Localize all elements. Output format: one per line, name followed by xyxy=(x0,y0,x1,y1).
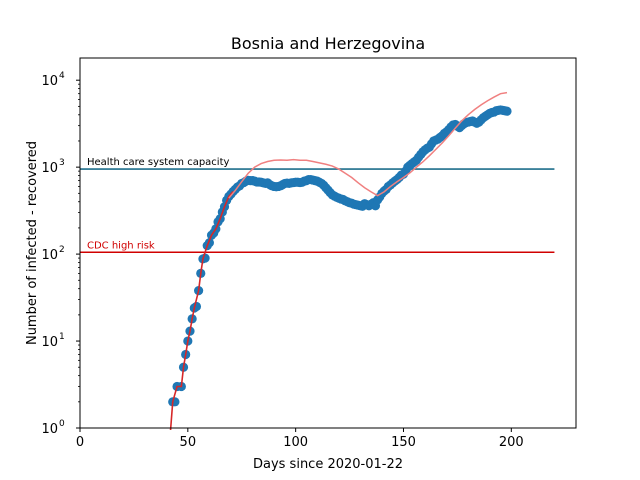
scatter-series xyxy=(168,105,512,407)
y-tick-label-0: 10 xyxy=(41,422,58,437)
x-tick-label-2: 100 xyxy=(283,435,308,450)
plot-frame xyxy=(79,57,577,429)
y-tick-label-4: 10 xyxy=(41,74,58,89)
x-axis-ticks: 0 50 100 150 200 xyxy=(76,428,524,450)
y-tick-label-1: 10 xyxy=(41,335,58,350)
reference-line-label-0: Health care system capacity xyxy=(87,157,229,168)
reference-lines: Health care system capacity CDC high risk xyxy=(80,157,555,254)
y-tick-label-3: 10 xyxy=(41,161,58,176)
y-tick-exponent-0: 0 xyxy=(59,419,65,429)
chart-title: Bosnia and Herzegovina xyxy=(231,34,425,53)
y-axis-label: Number of infected - recovered xyxy=(25,141,40,345)
series-layer xyxy=(168,91,512,431)
y-tick-label-2: 10 xyxy=(41,248,58,263)
x-axis-label: Days since 2020-01-22 xyxy=(253,457,403,472)
x-tick-label-0: 0 xyxy=(76,435,84,450)
series-line-1 xyxy=(169,190,234,431)
data-point-1 xyxy=(170,397,180,407)
reference-line-label-1: CDC high risk xyxy=(87,240,155,251)
x-tick-label-4: 200 xyxy=(499,435,524,450)
plot-area xyxy=(80,58,576,428)
x-tick-label-3: 150 xyxy=(391,435,416,450)
series-line-2 xyxy=(228,91,508,199)
data-point-154 xyxy=(502,106,512,116)
x-tick-label-1: 50 xyxy=(180,435,197,450)
y-tick-exponent-1: 1 xyxy=(59,332,65,342)
y-tick-exponent-4: 4 xyxy=(59,71,65,81)
y-tick-exponent-2: 2 xyxy=(59,245,65,255)
y-tick-exponent-3: 3 xyxy=(59,158,65,168)
